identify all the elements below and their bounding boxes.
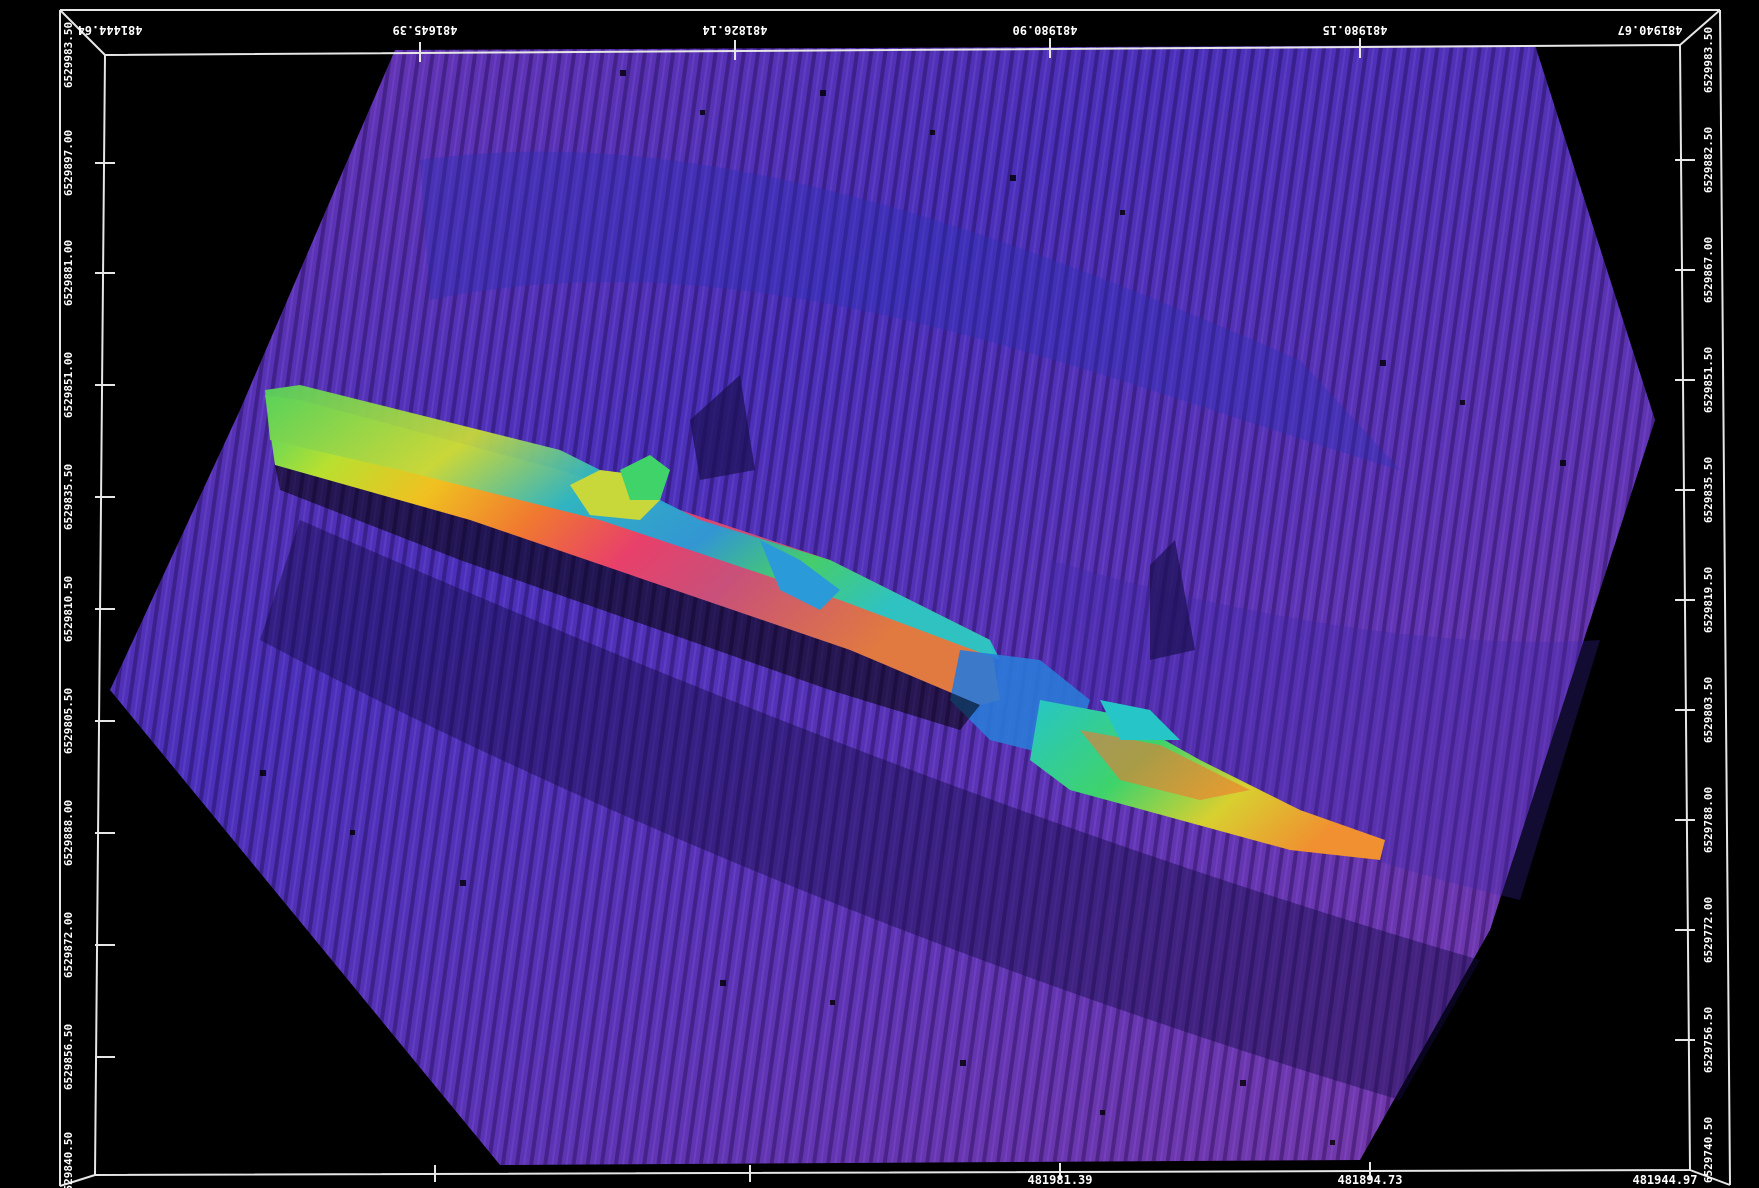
left-axis-label: 6529856.50 bbox=[62, 1024, 75, 1090]
top-axis-labels: 481444.64 481645.39 481826.14 481980.90 4819… bbox=[77, 23, 1682, 37]
right-axis-label: 6529740.50 bbox=[1702, 1117, 1715, 1183]
top-axis-label: 481444.64 bbox=[77, 23, 142, 37]
left-axis-label: 6529881.00 bbox=[62, 240, 75, 306]
right-axis-label: 6529756.50 bbox=[1702, 1007, 1715, 1073]
bottom-axis-label: 481944.97 bbox=[1632, 1173, 1697, 1187]
top-axis-label: 481645.39 bbox=[392, 23, 457, 37]
left-axis-label: 6529897.00 bbox=[62, 130, 75, 196]
wreck-structure-shadows bbox=[690, 375, 1195, 660]
left-axis-label: 6529810.50 bbox=[62, 576, 75, 642]
bottom-axis-label: 481894.73 bbox=[1337, 1173, 1402, 1187]
left-axis-label: 6529840.50 bbox=[62, 1132, 75, 1188]
axis-frame bbox=[59, 9, 1731, 1187]
bottom-axis-labels: 481981.39 481894.73 481944.97 bbox=[1027, 1173, 1697, 1187]
left-axis-label: 6529983.50 bbox=[62, 22, 75, 88]
right-axis-label: 6529867.00 bbox=[1702, 237, 1715, 303]
right-axis-label: 6529819.50 bbox=[1702, 567, 1715, 633]
bottom-axis-label: 481981.39 bbox=[1027, 1173, 1092, 1187]
right-axis-label: 6529983.50 bbox=[1702, 27, 1715, 93]
right-axis-label: 6529882.50 bbox=[1702, 127, 1715, 193]
right-axis-label: 6529851.50 bbox=[1702, 347, 1715, 413]
top-axis-label: 481940.67 bbox=[1617, 23, 1682, 37]
right-axis-label: 6529772.00 bbox=[1702, 897, 1715, 963]
left-axis-label: 6529888.00 bbox=[62, 800, 75, 866]
left-axis-label: 6529851.00 bbox=[62, 352, 75, 418]
right-axis-label: 6529835.50 bbox=[1702, 457, 1715, 523]
right-axis-label: 6529803.50 bbox=[1702, 677, 1715, 743]
top-axis-label: 481980.15 bbox=[1322, 23, 1387, 37]
left-axis-label: 6529872.00 bbox=[62, 912, 75, 978]
left-axis-label: 6529805.50 bbox=[62, 688, 75, 754]
shipwreck bbox=[265, 385, 1385, 860]
top-axis-label: 481826.14 bbox=[702, 23, 767, 37]
right-axis-labels: 6529983.50 6529882.50 6529867.00 6529851.50… bbox=[1702, 27, 1715, 1183]
left-axis-label: 6529835.50 bbox=[62, 464, 75, 530]
top-axis-label: 481980.90 bbox=[1012, 23, 1077, 37]
left-axis-labels: 6529983.50 6529897.00 6529881.00 6529851.00… bbox=[62, 22, 75, 1188]
right-axis-label: 6529788.00 bbox=[1702, 787, 1715, 853]
